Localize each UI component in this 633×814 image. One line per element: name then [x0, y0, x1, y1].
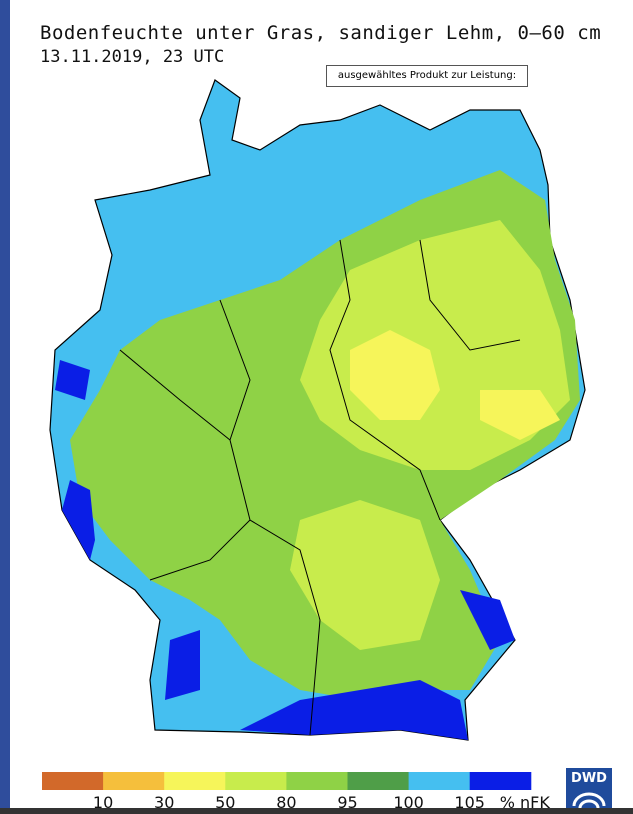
legend-label: 100 [393, 793, 424, 812]
legend-swatch [286, 772, 348, 790]
map-date: 13.11.2019, 23 UTC [40, 47, 225, 67]
legend-label: 30 [154, 793, 174, 812]
legend-unit: % nFK [500, 793, 551, 812]
side-strip [0, 0, 10, 814]
bottom-bar [0, 808, 633, 814]
legend-label: 50 [215, 793, 235, 812]
logo-text: DWD [571, 771, 607, 786]
legend-label: 95 [337, 793, 357, 812]
legend-swatch [225, 772, 287, 790]
legend-swatch [469, 772, 532, 790]
legend: 10 30 50 80 95 100 105 % nFK [42, 772, 550, 812]
legend-swatch [103, 772, 165, 790]
map-title: Bodenfeuchte unter Gras, sandiger Lehm, … [40, 22, 602, 44]
dwd-logo: DWD [566, 768, 612, 814]
legend-swatch [164, 772, 226, 790]
legend-swatch [347, 772, 410, 790]
legend-swatch [408, 772, 471, 790]
tooltip: ausgewähltes Produkt zur Leistung: [326, 65, 528, 87]
legend-label: 10 [93, 793, 113, 812]
germany-map [49, 79, 586, 741]
legend-label: 80 [276, 793, 296, 812]
legend-label: 105 [454, 793, 485, 812]
legend-swatch [42, 772, 104, 790]
